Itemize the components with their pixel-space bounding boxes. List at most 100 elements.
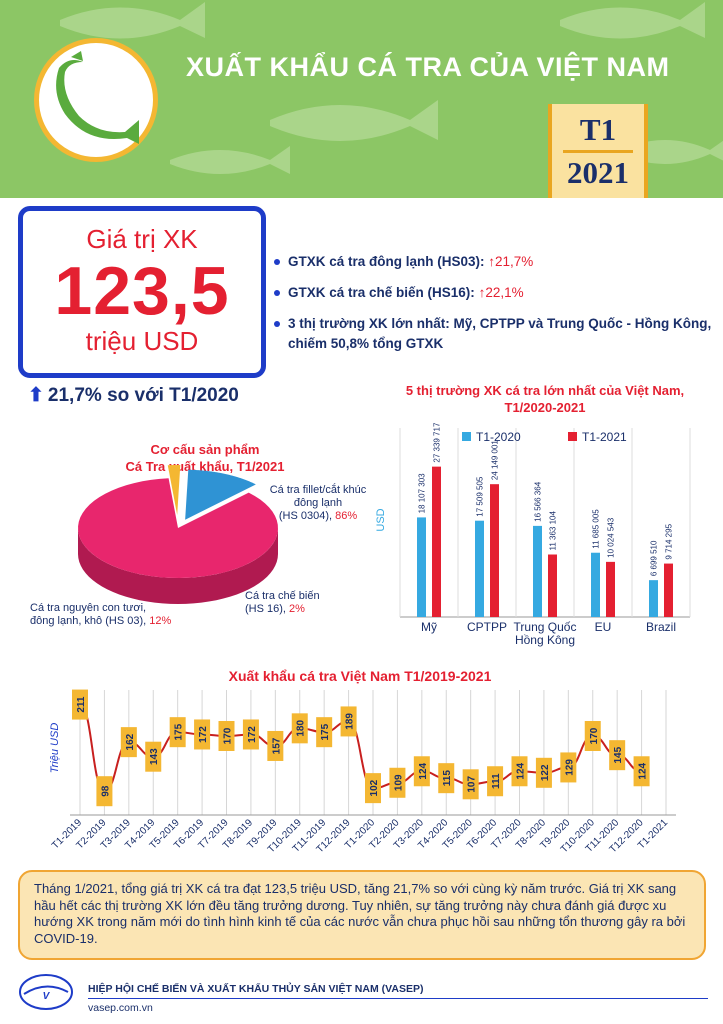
line-value-box bbox=[462, 769, 479, 800]
bar bbox=[649, 580, 658, 617]
growth-text: 21,7% so với T1/2020 bbox=[47, 385, 239, 406]
pie-slice bbox=[78, 478, 278, 578]
line-value-box bbox=[120, 727, 137, 758]
bar-chart-title: 5 thị trường XK cá tra lớn nhất của Việt… bbox=[380, 382, 710, 416]
date-badge: T1 2021 bbox=[548, 104, 648, 198]
line-data-label: 102 bbox=[369, 779, 380, 796]
arrow-up-icon: ⬆ bbox=[28, 385, 44, 406]
line-data-label: 107 bbox=[467, 776, 478, 793]
bar bbox=[432, 466, 441, 617]
line-data-label: 170 bbox=[223, 727, 234, 744]
bullet-item: GTXK cá tra chế biến (HS16): ↑22,1% bbox=[272, 283, 712, 303]
bar bbox=[664, 563, 673, 617]
bullet-item: GTXK cá tra đông lạnh (HS03): ↑21,7% bbox=[272, 252, 712, 272]
line-data-label: 143 bbox=[149, 748, 160, 765]
pie-slice bbox=[185, 469, 256, 520]
fish-background-icon bbox=[60, 2, 723, 174]
pie-title-line: Cơ cấu sản phẩm bbox=[150, 442, 260, 457]
line-y-axis-label: Triệu USD bbox=[49, 723, 61, 774]
bar-title-line: T1/2020-2021 bbox=[504, 400, 586, 415]
line-value-box bbox=[413, 756, 430, 787]
line-data-label: 98 bbox=[100, 785, 111, 797]
bullet-dot-icon bbox=[274, 321, 280, 327]
line-x-tick-label: T4-2019 bbox=[123, 817, 157, 851]
pie-label-line: (HS 16), bbox=[245, 603, 286, 615]
bar-category-label: Mỹ bbox=[421, 620, 437, 634]
line-data-label: 189 bbox=[345, 713, 356, 730]
line-x-tick-label: T8-2019 bbox=[221, 817, 255, 851]
bar-data-label: 10 024 543 bbox=[607, 517, 616, 558]
pie-label-pct: 86% bbox=[335, 510, 358, 522]
bar-data-label: 24 149 001 bbox=[491, 440, 500, 481]
bar bbox=[548, 554, 557, 617]
line-x-tick-label: T3-2020 bbox=[392, 817, 426, 851]
date-year: 2021 bbox=[567, 155, 629, 190]
line-value-box bbox=[72, 689, 88, 720]
page-title: XUẤT KHẨU CÁ TRA CỦA VIỆT NAM bbox=[186, 52, 670, 82]
line-data-label: 172 bbox=[247, 726, 258, 743]
line-value-box bbox=[218, 721, 235, 751]
bullet-dot-icon bbox=[274, 290, 280, 296]
bar bbox=[533, 525, 542, 617]
line-x-tick-label: T12-2019 bbox=[315, 817, 353, 855]
line-value-box bbox=[194, 719, 211, 750]
summary-box: Tháng 1/2021, tổng giá trị XK cá tra đạt… bbox=[18, 870, 706, 960]
line-data-label: 129 bbox=[564, 759, 575, 776]
line-data-label: 172 bbox=[198, 726, 209, 743]
bullet-highlight: ↑21,7% bbox=[488, 254, 534, 269]
svg-text:V: V bbox=[43, 991, 51, 1002]
footer-website: vasep.com.vn bbox=[88, 1002, 153, 1014]
line-x-tick-label: T11-2020 bbox=[584, 817, 622, 855]
bar bbox=[475, 520, 484, 617]
line-x-tick-label: T10-2020 bbox=[559, 817, 597, 855]
footer-divider bbox=[88, 998, 708, 999]
line-x-tick-label: T7-2020 bbox=[490, 817, 524, 851]
bullet-text: GTXK cá tra chế biến (HS16): bbox=[288, 285, 479, 300]
date-divider bbox=[563, 150, 633, 153]
bar-title-line: 5 thị trường XK cá tra lớn nhất của Việt… bbox=[405, 383, 685, 398]
line-x-tick-label: T10-2019 bbox=[266, 817, 304, 855]
line-data-label: 109 bbox=[393, 774, 404, 791]
line-value-box bbox=[487, 766, 504, 797]
pie-label-pct: 12% bbox=[149, 615, 172, 627]
line-value-box bbox=[145, 741, 162, 772]
line-value-box bbox=[584, 721, 601, 751]
line-data-label: 175 bbox=[174, 723, 185, 740]
line-data-label: 170 bbox=[589, 727, 600, 744]
line-value-box bbox=[389, 767, 406, 798]
pie-label-line: Cá tra nguyên con tươi, bbox=[30, 602, 147, 614]
bar-legend-swatch bbox=[568, 432, 577, 441]
line-value-box bbox=[511, 756, 528, 787]
pie-label-line: Cá tra fillet/cắt khúc bbox=[269, 484, 367, 496]
line-x-tick-label: T4-2020 bbox=[416, 817, 450, 851]
pie-label-line: đông lạnh bbox=[293, 497, 343, 509]
value-number: 123,5 bbox=[54, 253, 230, 329]
pie-label-fillet: Cá tra fillet/cắt khúc đông lạnh (HS 030… bbox=[258, 484, 378, 523]
pie-label-processed: Cá tra chế biến (HS 16), 2% bbox=[245, 590, 320, 616]
pie-label-pct: 2% bbox=[289, 603, 305, 615]
line-value-box bbox=[609, 740, 626, 771]
bar-category-label: EU bbox=[595, 620, 612, 634]
bar-data-label: 9 714 295 bbox=[665, 523, 674, 559]
bullet-text: GTXK cá tra đông lạnh (HS03): bbox=[288, 254, 489, 269]
pie-label-whole: Cá tra nguyên con tươi, đông lạnh, khô (… bbox=[30, 602, 171, 628]
bar bbox=[591, 552, 600, 617]
pie-label-line: (HS 0304), bbox=[278, 510, 333, 522]
line-value-box bbox=[316, 717, 333, 748]
line-x-tick-label: T6-2020 bbox=[465, 817, 499, 851]
footer-organization: HIỆP HỘI CHẾ BIẾN VÀ XUẤT KHẨU THỦY SẢN … bbox=[88, 983, 424, 995]
line-x-tick-label: T3-2019 bbox=[99, 817, 133, 851]
line-x-tick-label: T9-2020 bbox=[538, 817, 572, 851]
bullet-highlight: ↑22,1% bbox=[478, 285, 524, 300]
line-value-box bbox=[365, 773, 381, 804]
line-data-label: 180 bbox=[296, 720, 307, 737]
line-data-label: 162 bbox=[125, 733, 136, 750]
line-value-box bbox=[291, 713, 308, 744]
line-x-tick-label: T11-2019 bbox=[291, 817, 329, 855]
vasep-logo: V bbox=[19, 974, 73, 1010]
line-x-tick-label: T8-2020 bbox=[514, 817, 548, 851]
value-unit: triệu USD bbox=[85, 326, 199, 356]
line-x-tick-label: T7-2019 bbox=[197, 817, 231, 851]
line-x-tick-label: T12-2020 bbox=[608, 817, 646, 855]
line-x-tick-label: T1-2020 bbox=[343, 817, 377, 851]
